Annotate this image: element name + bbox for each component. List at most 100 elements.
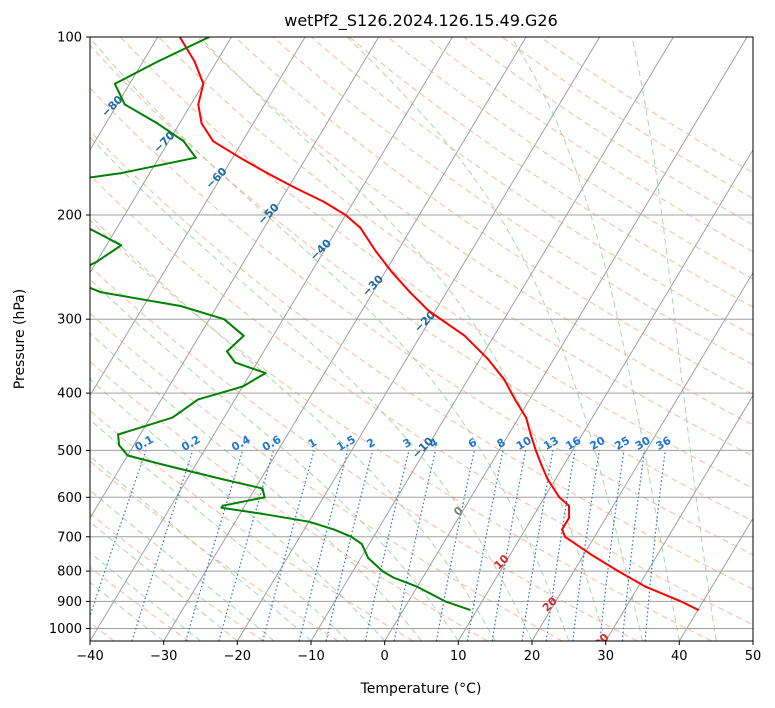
temperature-profile — [178, 37, 699, 611]
pressure-gridlines — [90, 37, 753, 629]
temperature-profile-segment — [540, 464, 549, 481]
y-tick-label: 1000 — [49, 622, 82, 637]
dry-adiabat-line — [90, 360, 488, 641]
y-tick-label: 500 — [57, 444, 82, 459]
moist-adiabat-line — [90, 332, 422, 641]
dewpoint-profile-segment — [307, 520, 335, 531]
dry-adiabat-line — [272, 37, 753, 366]
dewpoint-profile-segment — [99, 291, 182, 307]
mixing-ratio-line — [298, 450, 349, 641]
dewpoint-profile-segment — [126, 454, 167, 467]
isotherm-line — [384, 37, 748, 641]
isotherm-line — [90, 37, 159, 151]
mixing-ratio-line — [521, 450, 554, 641]
x-tick-label: −10 — [297, 649, 324, 664]
dewpoint-profile-segment — [444, 600, 471, 611]
x-tick-label: 30 — [597, 649, 614, 664]
temperature-profile-segment — [266, 172, 297, 189]
moist-adiabat-line — [631, 37, 717, 641]
dewpoint-profile-segment — [221, 496, 266, 507]
dry-adiabat-line — [158, 37, 753, 457]
dewpoint-profile-segment — [350, 535, 363, 546]
dry-adiabats — [90, 37, 753, 641]
dewpoint-profile-segment — [95, 244, 123, 263]
dewpoint-profile-segment — [123, 103, 159, 125]
moist-adiabat-line — [90, 214, 496, 641]
dewpoint-profile-segment — [222, 478, 264, 490]
x-axis-ticks: −40 −30 −20 −10 0 10 20 30 40 50 — [76, 641, 761, 664]
moist-adiabat-line — [346, 37, 643, 641]
temperature-profile-segment — [463, 334, 489, 360]
x-tick-label: −30 — [150, 649, 177, 664]
dry-adiabat-line — [349, 37, 753, 308]
isotherm-line — [678, 517, 753, 641]
mixing-ratio-line — [218, 450, 275, 641]
dewpoint-profile-segment — [226, 334, 245, 353]
dry-adiabat-line — [90, 130, 753, 590]
moist-adiabat-line — [90, 37, 570, 641]
dry-adiabat-line — [90, 265, 638, 641]
dewpoint-profile-segment — [197, 385, 244, 401]
temperature-profile-segment — [503, 378, 516, 401]
moist-adiabat-line — [90, 378, 386, 641]
y-tick-label: 300 — [57, 313, 82, 328]
chart-title: wetPf2_S126.2024.126.15.49.G26 — [284, 11, 558, 31]
temperature-profile-segment — [564, 535, 593, 556]
mixing-ratio-line — [131, 450, 194, 641]
dewpoint-profile-segment — [241, 372, 267, 388]
x-tick-label: 0 — [381, 649, 389, 664]
temperature-profile-segment — [590, 553, 620, 573]
dewpoint-profile-segment — [392, 576, 419, 588]
dewpoint-profile-segment — [90, 172, 122, 179]
temperature-profile-segment — [680, 600, 699, 611]
dewpoint-profile-segment — [179, 305, 226, 321]
temperature-profile-segment — [200, 122, 215, 143]
y-axis-ticks: 100 200 300 400 500 600 700 800 900 1000 — [49, 31, 90, 637]
x-axis-title: Temperature (°C) — [360, 681, 482, 697]
dewpoint-profile-segment — [119, 156, 197, 175]
x-tick-label: −20 — [224, 649, 251, 664]
isotherm-line — [605, 394, 753, 641]
isotherm-line — [236, 37, 601, 641]
dewpoint-profile-segment — [234, 361, 267, 375]
dewpoint-profile-segment — [182, 140, 197, 159]
dry-adiabat-line — [90, 460, 339, 641]
dry-adiabat-line — [90, 44, 753, 522]
dewpoint-profile-segment — [360, 543, 370, 559]
dewpoint-profile-segment — [164, 464, 225, 481]
isotherm-line — [531, 271, 753, 641]
dry-adiabat-line — [90, 219, 712, 641]
dewpoint-profile-segment — [416, 585, 447, 603]
temperature-profile-segment — [193, 60, 205, 85]
dry-adiabat-line — [234, 37, 753, 396]
mixing-ratio-line — [644, 450, 666, 641]
dewpoint-profile-segment — [261, 512, 310, 523]
temperature-profile-segment — [558, 496, 570, 507]
dewpoint-profile-segment — [261, 487, 266, 499]
temperature-profile-segment — [323, 200, 347, 216]
moist-adiabat-line — [90, 419, 349, 641]
dewpoint-profile-segment — [117, 416, 174, 436]
dewpoint-profile-segment — [156, 37, 211, 63]
dewpoint-profile-segment — [117, 433, 121, 447]
dry-adiabat-label: 30 — [592, 631, 612, 651]
temperature-profile-segment — [374, 250, 394, 274]
isotherm-line — [90, 37, 380, 520]
temperature-profile-segment — [644, 585, 682, 603]
dry-adiabat-line — [90, 174, 753, 626]
y-tick-label: 900 — [57, 595, 82, 610]
mixing-ratio-line — [572, 450, 600, 641]
dewpoint-profile-segment — [220, 506, 264, 515]
temperature-profile-segment — [212, 140, 241, 159]
x-tick-label: −40 — [76, 649, 103, 664]
temperature-profile-segment — [427, 309, 466, 337]
temperature-profile-segment — [178, 37, 196, 63]
isotherm-line — [90, 37, 232, 274]
mixing-ratio-line — [185, 450, 244, 641]
dry-adiabat-line — [120, 37, 753, 489]
isotherm-line — [90, 37, 453, 641]
dry-adiabat-line — [310, 37, 753, 337]
mixing-ratio-line — [621, 450, 646, 641]
temperature-profile-segment — [561, 528, 566, 538]
